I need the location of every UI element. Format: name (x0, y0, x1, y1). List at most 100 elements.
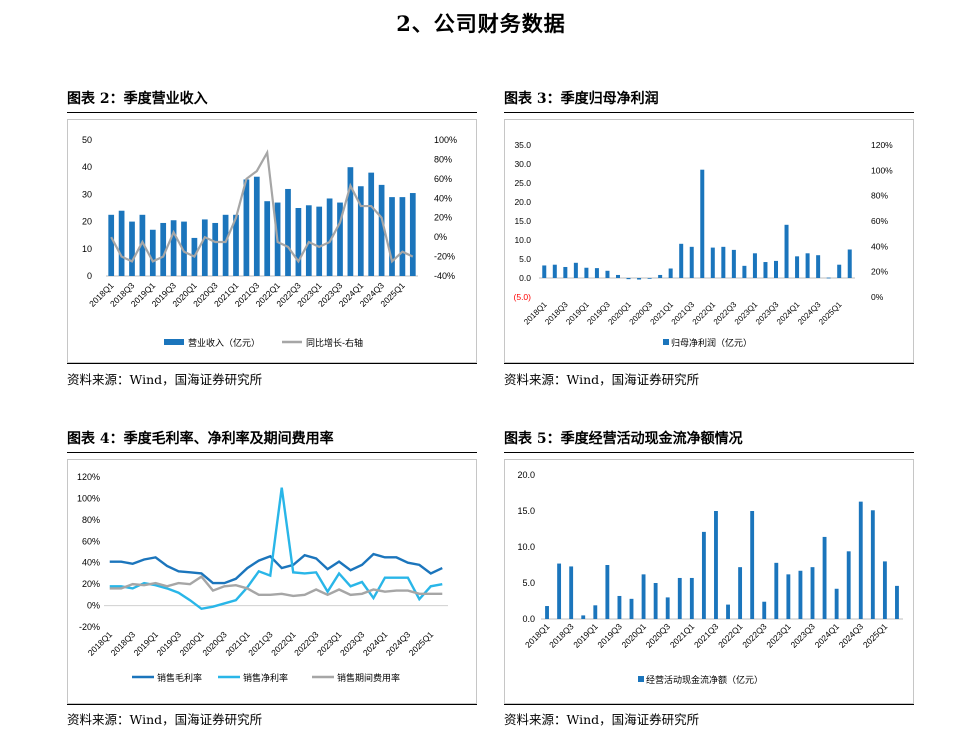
cashflow-bar (895, 585, 899, 619)
x-tick-label: 2025Q1 (861, 621, 890, 650)
legend-label: 归母净利润（亿元） (671, 337, 752, 348)
net-profit-bar (721, 246, 726, 278)
gross-margin-line (109, 552, 443, 585)
cashflow-bar (882, 561, 887, 619)
net-profit-bar (658, 274, 663, 278)
x-tick-label: 2018Q3 (547, 621, 576, 650)
revenue-bar (201, 219, 208, 276)
chart-panel-revenue: 图表 2：季度营业收入 0 10 20 30 40 50 -40% -20% 0% 20% 40% 6… (67, 88, 477, 388)
legend-swatch-cashflow (638, 676, 644, 682)
y-left-tick-label: 0.0 (519, 273, 531, 283)
cashflow-bar (641, 574, 646, 619)
revenue-bar (243, 179, 250, 276)
revenue-bar (233, 214, 239, 276)
y-right-tick-label: 0% (871, 292, 884, 302)
revenue-bar (399, 197, 406, 276)
cashflow-bar (810, 567, 815, 619)
title-rule (504, 112, 914, 113)
cashflow-bar (798, 570, 803, 619)
net-profit-bar (542, 265, 547, 278)
cashflow-chart: 0.0 5.0 10.0 15.0 20.0 2018Q12018Q32019Q12019… (517, 470, 903, 685)
revenue-bar (347, 167, 354, 276)
y-right-tick-label: 0% (434, 232, 447, 242)
chart-panel-net-profit: 图表 3：季度归母净利润 (5.0) 0.0 5.0 10.0 15.0 20.0 25.0… (504, 88, 914, 388)
net-profit-bar (752, 253, 757, 278)
net-profit-bar (647, 278, 652, 279)
y-left-tick-label: 10.0 (514, 235, 531, 245)
title-rule (504, 452, 914, 453)
y-left-tick-label: 15.0 (514, 216, 531, 226)
net-profit-bar (679, 243, 684, 278)
y-tick-label: 0% (87, 601, 100, 611)
revenue-bar (139, 214, 146, 276)
y-right-tick-label: 20% (434, 213, 452, 223)
x-tick-label: 2019Q1 (571, 621, 600, 650)
net-profit-bar (637, 278, 642, 280)
cashflow-bar (701, 531, 706, 619)
y-left-tick-label: (5.0) (514, 292, 532, 302)
title-rule (67, 452, 477, 453)
y-left-tick-label: 30.0 (514, 159, 531, 169)
revenue-bar (378, 184, 385, 276)
title-rule (67, 112, 477, 113)
chart-panel-margins: 图表 4：季度毛利率、净利率及期间费用率 -20% 0% 20% 40% 60% 80% 1… (67, 428, 477, 728)
y-left-tick-label: 5.0 (519, 254, 531, 264)
net-profit-bar (784, 224, 789, 278)
net-profit-bar (731, 249, 736, 278)
net-profit-bar (689, 246, 694, 278)
y-tick-label: 120% (77, 472, 100, 482)
revenue-bar (160, 222, 167, 276)
revenue-bar (295, 208, 302, 276)
cashflow-bar (762, 601, 767, 619)
revenue-bar (305, 205, 312, 276)
x-tick-label: 2025Q1 (407, 629, 436, 658)
revenue-bar (285, 188, 291, 276)
y-right-tick-label: 40% (434, 193, 452, 203)
y-right-tick-label: 100% (871, 165, 893, 175)
cashflow-bar (846, 551, 851, 619)
y-tick-label: -20% (79, 622, 100, 632)
x-tick-label: 2025Q1 (817, 300, 844, 327)
cashflow-bar (714, 511, 718, 619)
y-tick-label: 20% (82, 579, 100, 589)
cashflow-bar (726, 604, 730, 619)
legend-label: 销售期间费用率 (337, 672, 400, 683)
cashflow-bar (557, 563, 562, 619)
y-left-tick-label: 25.0 (514, 178, 531, 188)
cashflow-bar (605, 565, 610, 619)
chart-panel-cashflow: 图表 5：季度经营活动现金流净额情况 0.0 5.0 10.0 15.0 20.0 201… (504, 428, 914, 728)
revenue-bar (129, 221, 135, 276)
net-profit-bar (795, 256, 800, 278)
revenue-bar (181, 221, 187, 276)
chart-title: 图表 4：季度毛利率、净利率及期间费用率 (67, 431, 334, 447)
net-profit-chart: (5.0) 0.0 5.0 10.0 15.0 20.0 25.0 30.0 35.0 0% 20%… (514, 140, 894, 348)
y-right-tick-label: 120% (871, 140, 893, 150)
source-rule (67, 363, 477, 364)
net-profit-bar (763, 262, 768, 278)
source-note: 资料来源：Wind，国海证券研究所 (504, 712, 700, 727)
x-tick-label: 2024Q1 (813, 621, 842, 650)
net-profit-bar (805, 253, 810, 278)
expense-ratio-line (109, 575, 443, 598)
x-tick-label: 2024Q3 (837, 621, 866, 650)
revenue-chart: 01020304050-40%-20%0%20%40%60%80%100%201… (82, 135, 457, 348)
net-profit-bar (573, 262, 578, 278)
y-tick-label: 5.0 (522, 578, 535, 588)
y-tick-label: 20.0 (517, 470, 535, 480)
net-profit-bar (563, 266, 568, 278)
y-left-tick-label: 10 (82, 244, 92, 254)
x-tick-label: 2021Q1 (668, 621, 697, 650)
y-right-tick-label: 60% (434, 174, 452, 184)
revenue-bar (409, 193, 416, 276)
y-right-tick-label: 20% (871, 267, 888, 277)
revenue-bar (337, 202, 343, 276)
revenue-bar (149, 229, 156, 276)
x-tick-label: 2018Q1 (523, 621, 552, 650)
legend-swatch-net-profit (663, 339, 669, 345)
net-profit-bar (710, 247, 715, 278)
revenue-bar (326, 198, 333, 276)
net-profit-bar (847, 249, 852, 278)
net-profit-bar (584, 267, 589, 278)
legend-label: 同比增长-右轴 (306, 337, 363, 348)
chart-frame: -20% 0% 20% 40% 60% 80% 100% 120% 2018Q1 2018Q3 20… (67, 459, 477, 704)
